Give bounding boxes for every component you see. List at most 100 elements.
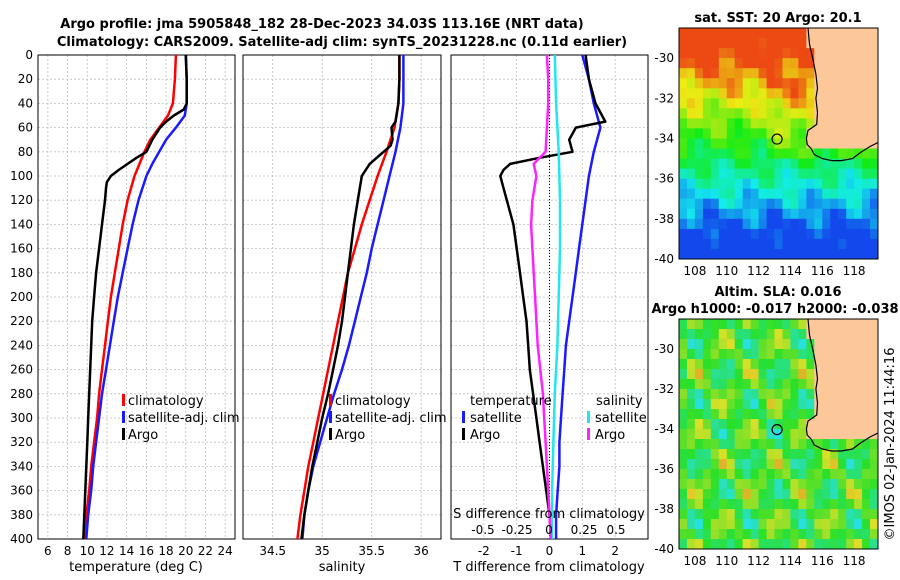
map-cell (758, 28, 768, 39)
map-cell (774, 319, 784, 330)
map-cell (806, 48, 815, 59)
map-cell (758, 218, 768, 230)
map-cell (758, 389, 768, 400)
map-cell (838, 349, 847, 360)
map-cell (838, 168, 847, 180)
map-cell (870, 399, 878, 410)
map-cell (814, 178, 823, 190)
map-cell (822, 198, 831, 210)
map-cell (854, 469, 863, 480)
map-cell (798, 138, 807, 150)
map-cell (782, 519, 792, 530)
map-cell (854, 529, 863, 540)
lon-tick-label: 108 (683, 264, 706, 278)
map-cell (814, 339, 823, 350)
map-cell (694, 118, 704, 129)
map-cell (718, 479, 728, 490)
map-cell (854, 108, 863, 119)
map-cell (782, 138, 792, 150)
map-cell (774, 499, 784, 510)
map-cell (758, 429, 768, 440)
map-cell (870, 449, 878, 460)
map-cell (838, 409, 847, 420)
map-cell (742, 98, 752, 109)
map-cell (679, 399, 688, 410)
map-cell (846, 98, 855, 109)
map-cell (790, 519, 799, 530)
map-cell (782, 469, 792, 480)
y-tick-label: 280 (10, 387, 33, 401)
map-cell (726, 399, 736, 410)
map-cell (679, 68, 688, 79)
map-cell (718, 118, 728, 129)
map-cell (766, 168, 776, 180)
map-cell (782, 249, 792, 259)
map-cell (782, 359, 792, 370)
map-cell (862, 68, 871, 79)
map-cell (774, 58, 784, 69)
map-cell (854, 208, 863, 220)
map-cell (694, 178, 704, 190)
series-line-salinity-satellite (550, 54, 562, 539)
map-cell (782, 399, 792, 410)
map-cell (726, 38, 736, 49)
map-cell (702, 138, 712, 150)
map-cell (862, 168, 871, 180)
map-cell (734, 148, 744, 160)
map-cell (838, 339, 847, 350)
map-cell (790, 38, 799, 49)
map-cell (679, 128, 688, 139)
map-cell (862, 419, 871, 430)
map-cell (830, 98, 839, 109)
map-cell (718, 88, 728, 99)
map-cell (862, 138, 871, 150)
map-cell (726, 108, 736, 119)
map-cell (822, 168, 831, 180)
map-cell (870, 419, 878, 430)
map-cell (790, 509, 799, 520)
map-cell (742, 399, 752, 410)
map-cell (782, 198, 792, 210)
map-cell (790, 128, 799, 139)
map-cell (679, 48, 688, 59)
map-cell (679, 349, 688, 360)
map-cell (862, 529, 871, 540)
map-cell (766, 58, 776, 69)
map-cell (718, 158, 728, 170)
map-cell (846, 138, 855, 150)
map-cell (870, 369, 878, 380)
map-cell (679, 158, 688, 170)
map-cell (782, 389, 792, 400)
map-cell (718, 319, 728, 330)
map-cell (679, 459, 688, 470)
map-cell (782, 329, 792, 340)
map-cell (718, 369, 728, 380)
map-cell (862, 479, 871, 490)
map-cell (814, 249, 823, 259)
map-cell (806, 429, 815, 440)
map-cell (694, 148, 704, 160)
map-cell (734, 158, 744, 170)
map-cell (758, 98, 768, 109)
map-cell (734, 389, 744, 400)
map-cell (854, 238, 863, 250)
map-cell (854, 198, 863, 210)
map-cell (774, 509, 784, 520)
map-cell (687, 138, 696, 150)
map-cell (702, 409, 712, 420)
map-cell (750, 319, 760, 330)
map-cell (846, 38, 855, 49)
map-cell (679, 329, 688, 340)
map-cell (718, 469, 728, 480)
map-cell (790, 158, 799, 170)
map-cell (718, 499, 728, 510)
map-cell (766, 118, 776, 129)
map-cell (750, 379, 760, 390)
map-cell (854, 379, 863, 390)
sla-map-panel: 108 110 112 114 116 118 -30 -32 -34 -36 -38 -40 (654, 318, 879, 568)
map-frame (678, 318, 879, 550)
map-cell (679, 58, 688, 69)
map-cell (766, 379, 776, 390)
map-cell (782, 58, 792, 69)
map-cell (870, 389, 878, 400)
